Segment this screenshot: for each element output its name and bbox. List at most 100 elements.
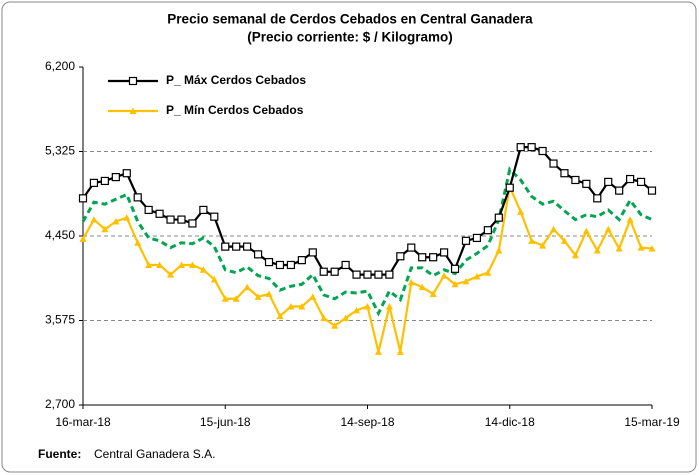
chart-title: Precio semanal de Cerdos Cebados en Cent…	[167, 12, 533, 27]
point	[112, 218, 120, 225]
source: Central Ganadera S.A.	[94, 447, 215, 461]
point	[319, 267, 328, 276]
point	[363, 270, 372, 279]
point	[374, 270, 383, 279]
point	[560, 237, 568, 244]
point	[418, 283, 426, 291]
legend-marker	[129, 107, 137, 114]
point	[550, 225, 558, 233]
point	[353, 306, 361, 314]
point	[286, 260, 296, 270]
point	[298, 302, 306, 310]
point	[167, 271, 175, 278]
x-tick-label: 15-jun-18	[200, 415, 251, 429]
point	[396, 348, 404, 355]
point	[484, 269, 492, 276]
point	[352, 270, 361, 279]
point	[265, 290, 273, 297]
point	[253, 250, 263, 259]
point	[264, 257, 274, 267]
point	[495, 246, 503, 254]
point	[439, 248, 449, 257]
point	[145, 261, 153, 268]
point	[593, 246, 601, 254]
point	[232, 242, 241, 251]
point	[648, 245, 656, 252]
point	[517, 208, 525, 215]
point	[90, 216, 98, 223]
point	[636, 177, 646, 187]
point	[297, 256, 306, 265]
point	[89, 178, 99, 187]
point	[385, 270, 394, 279]
point	[615, 186, 624, 195]
point	[418, 253, 427, 262]
point	[320, 314, 328, 322]
point	[221, 242, 230, 251]
point	[527, 143, 536, 152]
point	[79, 235, 87, 242]
point	[276, 312, 284, 320]
point	[407, 243, 416, 252]
y-tick-label: 4,450	[45, 228, 75, 242]
x-tick-label: 14-dic-18	[485, 415, 535, 429]
point	[188, 261, 196, 268]
point	[538, 146, 547, 156]
point	[429, 253, 438, 262]
point	[396, 252, 405, 261]
point	[615, 245, 623, 252]
point	[604, 177, 613, 187]
point	[385, 302, 393, 310]
point	[199, 266, 207, 273]
point	[275, 260, 285, 270]
legend-marker	[128, 76, 138, 86]
point	[473, 273, 481, 280]
point	[440, 272, 448, 279]
point	[243, 242, 252, 251]
point	[472, 233, 482, 243]
point	[133, 193, 142, 202]
point	[232, 295, 240, 302]
point	[582, 179, 591, 188]
point	[210, 212, 219, 221]
point	[155, 209, 164, 218]
point	[100, 176, 109, 186]
point	[309, 293, 317, 300]
point	[516, 143, 525, 152]
point	[177, 261, 185, 268]
point	[78, 194, 88, 203]
y-tick-label: 2,700	[45, 397, 75, 411]
point	[429, 290, 437, 297]
point	[571, 175, 580, 185]
point	[364, 302, 371, 310]
point	[604, 225, 612, 233]
source-label: Fuente:	[38, 447, 81, 461]
y-tick-label: 3,575	[45, 313, 75, 327]
point	[407, 278, 415, 286]
x-tick-label: 14-sep-18	[340, 415, 394, 429]
point	[549, 159, 558, 168]
point	[134, 239, 142, 246]
point	[341, 260, 350, 270]
point	[144, 205, 153, 215]
point	[123, 214, 131, 221]
point	[626, 174, 635, 184]
point	[539, 242, 547, 249]
point	[210, 275, 218, 283]
x-tick-label: 16-mar-18	[55, 415, 111, 429]
point	[528, 237, 536, 244]
point	[177, 215, 186, 224]
point	[287, 302, 295, 310]
point	[111, 172, 120, 182]
point	[461, 236, 471, 245]
point	[331, 322, 339, 329]
point	[243, 283, 251, 291]
point	[374, 348, 382, 355]
point	[122, 169, 131, 178]
point	[582, 227, 590, 235]
legend-label: P_ Máx Cerdos Cebados	[166, 73, 306, 87]
point	[330, 267, 339, 276]
point	[188, 219, 197, 228]
point	[254, 293, 262, 300]
